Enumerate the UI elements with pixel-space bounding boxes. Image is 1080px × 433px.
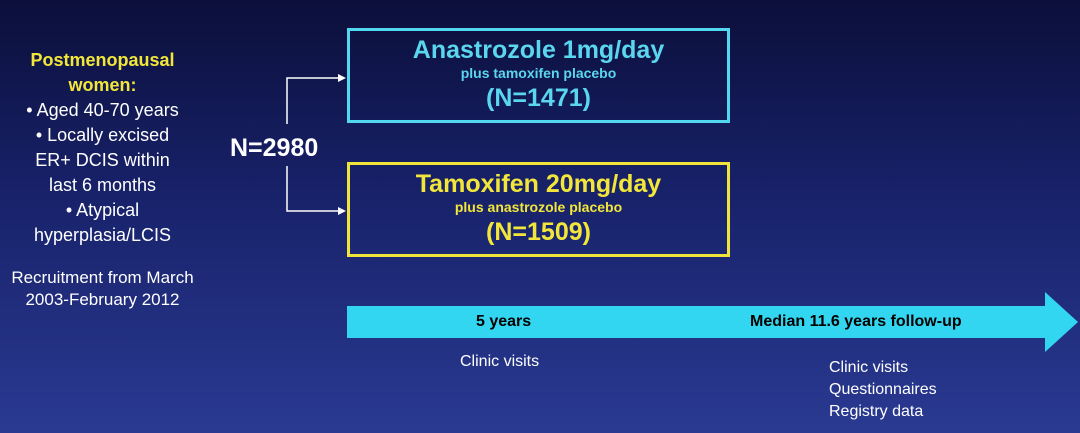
- arrowhead-icon: [338, 207, 346, 215]
- arm-placebo: plus anastrozole placebo: [454, 199, 623, 215]
- criterion: • Locally excised ER+ DCIS within last 6…: [35, 125, 170, 195]
- note: Clinic visits: [829, 359, 909, 376]
- notes-follow-up: Clinic visits Questionnaires Registry da…: [829, 357, 937, 423]
- timeline-mark-5-years: 5 years: [476, 313, 532, 330]
- note: Clinic visits: [460, 353, 540, 370]
- total-n: N=2980: [230, 134, 319, 162]
- note: Registry data: [829, 403, 924, 420]
- arm-tamoxifen: Tamoxifen 20mg/day plus anastrozole plac…: [347, 162, 730, 257]
- eligibility-criteria: • Aged 40-70 years • Locally excised ER+…: [0, 98, 205, 248]
- arrowhead-icon: [338, 74, 346, 82]
- timeline-mark-median: Median 11.6 years follow-up: [750, 313, 962, 330]
- arm-anastrozole: Anastrozole 1mg/day plus tamoxifen place…: [347, 28, 730, 123]
- arm-n: (N=1509): [486, 218, 591, 246]
- recruitment-period: Recruitment from March 2003-February 201…: [11, 268, 194, 309]
- randomization-connector: [286, 77, 343, 212]
- notes-5-years: Clinic visits: [460, 351, 539, 373]
- arm-placebo: plus tamoxifen placebo: [460, 65, 617, 81]
- criterion: • Atypical hyperplasia/LCIS: [33, 200, 172, 245]
- arm-name: Tamoxifen 20mg/day: [415, 170, 662, 198]
- arm-n: (N=1471): [486, 84, 591, 112]
- timeline-arrow: [347, 292, 1078, 352]
- note: Questionnaires: [829, 381, 937, 398]
- arm-name: Anastrozole 1mg/day: [412, 36, 665, 64]
- criterion: • Aged 40-70 years: [26, 100, 179, 120]
- eligibility-title: Postmenopausal women:: [30, 50, 175, 95]
